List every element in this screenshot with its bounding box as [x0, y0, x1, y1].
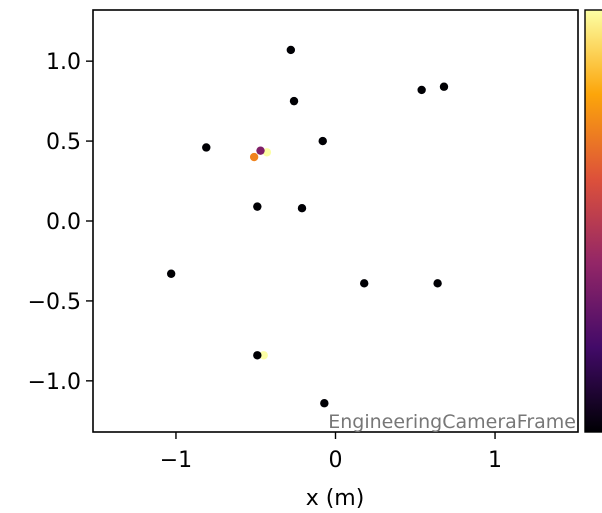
data-point-13	[433, 279, 442, 288]
y-tick-label: 0.0	[46, 210, 81, 235]
x-tick-label: 0	[329, 448, 343, 473]
data-point-1	[289, 96, 299, 106]
y-tick-label: −0.5	[28, 290, 81, 315]
data-point-0	[286, 45, 296, 55]
data-point-5	[202, 143, 211, 152]
data-point-4	[318, 136, 327, 146]
plot-frame	[92, 9, 579, 433]
data-point-16	[320, 399, 329, 408]
x-tick-label: 1	[488, 448, 502, 473]
y-tick-label: 0.5	[46, 130, 81, 155]
y-tick-label: −1.0	[28, 370, 81, 395]
data-point-2	[417, 85, 426, 95]
data-point-10	[297, 204, 307, 213]
y-tick-label: 1.0	[46, 50, 81, 75]
data-point-14	[259, 351, 268, 360]
data-points	[166, 45, 449, 408]
frame-annotation: EngineeringCameraFrame	[328, 411, 576, 433]
data-point-11	[166, 269, 176, 278]
data-point-7	[256, 146, 265, 155]
y-axis: 1.0 0.5 0.0 −0.5 −1.0	[28, 50, 93, 395]
data-point-15	[253, 351, 262, 360]
data-point-12	[360, 279, 369, 288]
data-point-8	[249, 152, 259, 162]
x-axis: −1 0 1	[160, 432, 502, 473]
colorbar	[584, 9, 602, 433]
data-point-3	[439, 82, 449, 91]
x-axis-label: x (m)	[306, 486, 365, 511]
x-tick-label: −1	[160, 448, 192, 473]
data-point-9	[253, 202, 262, 211]
data-point-6	[262, 148, 272, 157]
